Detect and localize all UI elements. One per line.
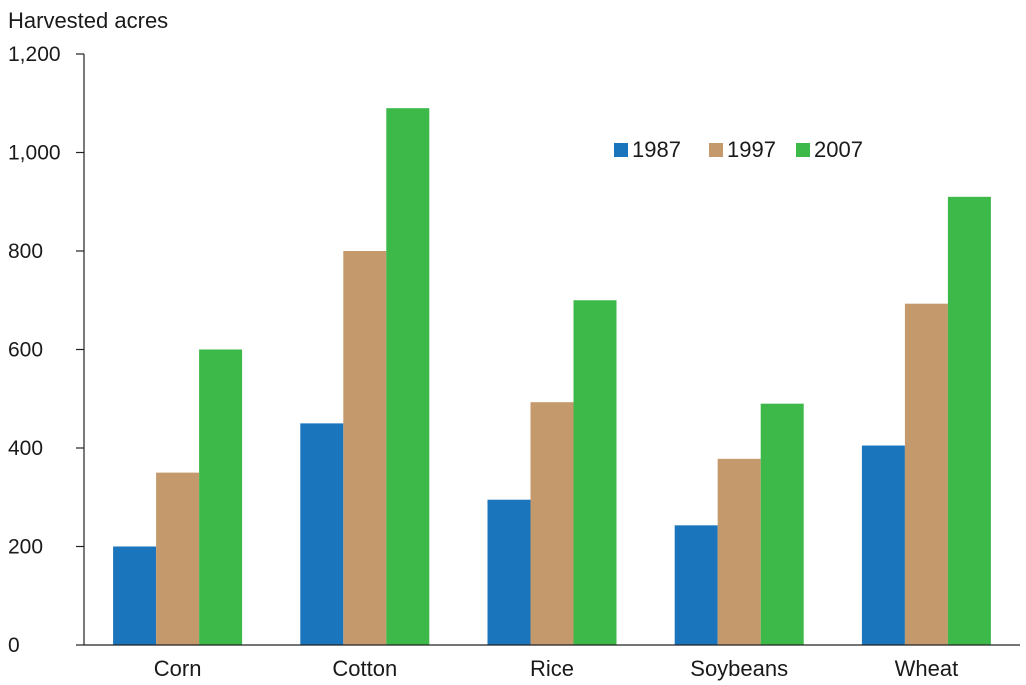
x-tick-label: Soybeans <box>690 656 788 681</box>
bar-wheat-1987 <box>861 445 905 645</box>
bar-cotton-2007 <box>386 108 430 646</box>
bar-cotton-1997 <box>343 251 387 645</box>
bars <box>113 108 991 646</box>
x-tick-label: Cotton <box>332 656 397 681</box>
legend: 1987 1997 2007 <box>614 137 863 162</box>
bar-rice-1987 <box>487 499 531 645</box>
bar-soybeans-2007 <box>760 403 804 645</box>
y-axis-label: Harvested acres <box>8 8 168 33</box>
bar-cotton-1987 <box>300 423 344 645</box>
y-axis: 0 200 400 600 800 1,000 1,200 <box>8 43 85 657</box>
y-tick-label: 200 <box>8 536 43 559</box>
legend-label-1997: 1997 <box>727 137 776 162</box>
y-tick-label: 1,200 <box>8 43 61 66</box>
x-tick-label: Rice <box>530 656 574 681</box>
legend-swatch-2007 <box>796 143 810 157</box>
bar-soybeans-1997 <box>717 458 761 645</box>
x-tick-label: Wheat <box>895 656 959 681</box>
bar-rice-2007 <box>573 300 617 645</box>
y-tick-label: 600 <box>8 339 43 362</box>
bar-corn-1997 <box>156 472 200 645</box>
y-tick-label: 1,000 <box>8 142 61 165</box>
bar-corn-1987 <box>113 546 157 645</box>
bar-soybeans-1987 <box>674 525 718 645</box>
bar-rice-1997 <box>530 402 574 645</box>
bar-wheat-2007 <box>947 196 991 645</box>
legend-label-1987: 1987 <box>632 137 681 162</box>
y-tick-label: 400 <box>8 437 43 460</box>
x-axis: Corn Cotton Rice Soybeans Wheat <box>84 644 1020 681</box>
y-tick-label: 800 <box>8 240 43 263</box>
y-tick-label: 0 <box>8 634 20 657</box>
legend-label-2007: 2007 <box>814 137 863 162</box>
legend-swatch-1997 <box>709 143 723 157</box>
x-tick-label: Corn <box>154 656 202 681</box>
bar-wheat-1997 <box>904 303 948 645</box>
legend-swatch-1987 <box>614 143 628 157</box>
bar-corn-2007 <box>199 349 243 645</box>
